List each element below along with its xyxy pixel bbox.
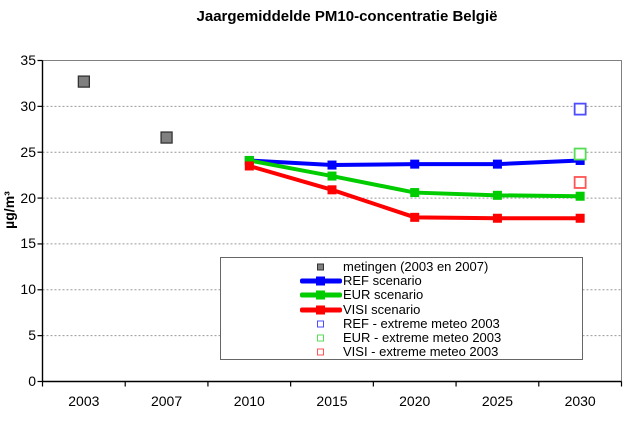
- chart-title: Jaargemiddelde PM10-concentratie België: [196, 8, 498, 25]
- marker-visi-scenario-2015: [327, 185, 337, 195]
- legend-label-eur-extreme-meteo-2003: EUR - extreme meteo 2003: [343, 330, 502, 346]
- marker-metingen-2003-en-2007--2003: [77, 75, 91, 88]
- legend-label-visi-scenario: VISI scenario: [343, 301, 421, 317]
- legend-marker-ref-extreme-meteo-2003-icon: [221, 317, 343, 331]
- y-tick-label-15: 15: [20, 235, 36, 252]
- marker-ref-extreme-meteo-2003-2030: [573, 102, 587, 116]
- x-tick-label-2007: 2007: [150, 393, 183, 409]
- marker-eur-extreme-meteo-2003-2030: [573, 147, 587, 161]
- y-tick-label-35: 35: [20, 52, 36, 68]
- legend-label-eur-scenario: EUR scenario: [343, 287, 424, 303]
- y-tick-label-20: 20: [20, 189, 36, 206]
- legend-marker-eur-scenario-icon: [221, 288, 343, 302]
- legend-item-metingen-2003-en-2007-: metingen (2003 en 2007): [221, 260, 582, 274]
- x-tick-label-2030: 2030: [564, 393, 596, 409]
- marker-eur-scenario-2010: [244, 155, 254, 165]
- legend-label-visi-extreme-meteo-2003: VISI - extreme meteo 2003: [343, 344, 499, 360]
- marker-eur-scenario-2030: [575, 191, 585, 201]
- marker-visi-scenario-2030: [575, 213, 585, 223]
- marker-visi-scenario-2010: [244, 161, 254, 171]
- y-tick-label-10: 10: [20, 281, 36, 298]
- legend-item-ref-extreme-meteo-2003: REF - extreme meteo 2003: [221, 315, 582, 331]
- x-tick-label-2003: 2003: [68, 393, 100, 409]
- legend-item-ref-scenario: REF scenario: [221, 274, 582, 288]
- marker-eur-scenario-2015: [327, 171, 337, 181]
- legend-marker-eur-extreme-meteo-2003-icon: [221, 331, 343, 345]
- marker-visi-extreme-meteo-2003-2030: [573, 176, 587, 189]
- x-tick-label-2010: 2010: [233, 393, 265, 409]
- legend-item-eur-extreme-meteo-2003: EUR - extreme meteo 2003: [221, 331, 582, 345]
- marker-ref-scenario-2020: [410, 159, 420, 169]
- y-tick-label-5: 5: [28, 327, 36, 344]
- y-tick-label-0: 0: [28, 373, 36, 389]
- legend-marker-metingen-2003-en-2007--icon: [221, 260, 343, 274]
- marker-visi-scenario-2025: [492, 213, 502, 223]
- marker-metingen-2003-en-2007--2007: [160, 131, 173, 144]
- marker-ref-scenario-2015: [327, 160, 337, 170]
- x-tick-label-2025: 2025: [481, 393, 513, 409]
- y-tick-label-30: 30: [20, 97, 36, 114]
- x-tick-label-2020: 2020: [399, 393, 431, 409]
- legend-label-ref-scenario: REF scenario: [343, 273, 422, 289]
- legend-marker-visi-extreme-meteo-2003-icon: [221, 345, 343, 359]
- legend-label-ref-extreme-meteo-2003: REF - extreme meteo 2003: [343, 315, 500, 331]
- marker-eur-scenario-2020: [410, 188, 420, 198]
- legend-item-visi-extreme-meteo-2003: VISI - extreme meteo 2003: [221, 345, 582, 359]
- marker-eur-scenario-2025: [492, 190, 502, 200]
- x-tick-label-2015: 2015: [316, 393, 348, 409]
- y-tick-label-25: 25: [20, 143, 36, 160]
- marker-ref-scenario-2025: [492, 159, 502, 169]
- legend-marker-visi-scenario-icon: [221, 303, 343, 317]
- legend-item-eur-scenario: EUR scenario: [221, 288, 582, 302]
- legend-item-visi-scenario: VISI scenario: [221, 301, 582, 317]
- marker-visi-scenario-2020: [410, 212, 420, 222]
- marker-ref-scenario-2030: [575, 155, 585, 165]
- legend-label-metingen-2003-en-2007-: metingen (2003 en 2007): [343, 259, 489, 275]
- legend-marker-ref-scenario-icon: [221, 274, 343, 288]
- chart-legend: metingen (2003 en 2007) REF scenario EUR s…: [220, 257, 583, 360]
